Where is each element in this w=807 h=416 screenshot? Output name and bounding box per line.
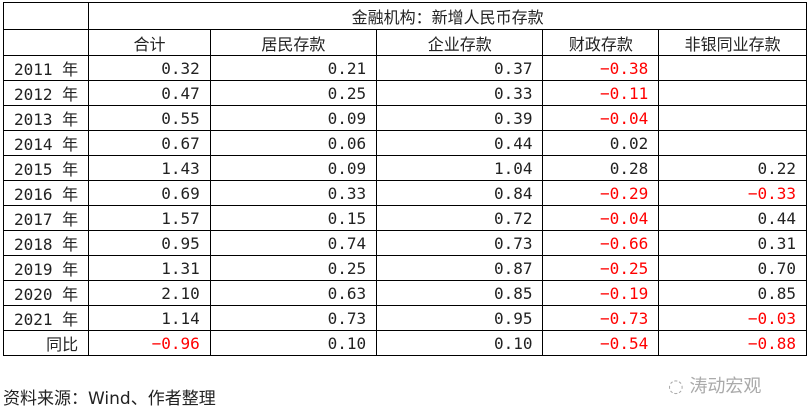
value-cell	[658, 130, 807, 156]
value-cell: 0.31	[658, 230, 807, 256]
value-cell: 0.09	[209, 155, 378, 181]
col-header-total: 合计	[88, 29, 211, 56]
source-note: 资料来源：Wind、作者整理	[3, 389, 216, 409]
title-row: 金融机构：新增人民币存款	[2, 2, 807, 30]
value-cell: 0.72	[376, 205, 544, 231]
value-cell: −0.38	[542, 55, 660, 81]
value-cell: 0.37	[376, 55, 544, 81]
row-label: 2012 年	[2, 80, 90, 106]
watermark-text: 涛动宏观	[689, 376, 762, 397]
value-cell: 0.28	[542, 155, 660, 181]
value-cell: 1.14	[88, 305, 211, 331]
row-label: 2020 年	[2, 280, 90, 306]
table-row: 2019 年 1.31 0.25 0.87 −0.25 0.70	[2, 255, 807, 281]
value-cell: 0.73	[209, 305, 378, 331]
value-cell: 0.74	[209, 230, 378, 256]
table-row: 2011 年 0.32 0.21 0.37 −0.38	[2, 55, 807, 81]
col-header-nonbank: 非银同业存款	[658, 29, 807, 56]
value-cell: 0.67	[88, 130, 211, 156]
value-cell: −0.73	[542, 305, 660, 331]
value-cell: 0.44	[376, 130, 544, 156]
table-row: 2014 年 0.67 0.06 0.44 0.02	[2, 130, 807, 156]
value-cell: 0.85	[376, 280, 544, 306]
table-title: 金融机构：新增人民币存款	[88, 2, 807, 30]
corner-cell	[2, 29, 90, 56]
value-cell: 0.47	[88, 80, 211, 106]
corner-cell	[2, 2, 90, 30]
value-cell: 0.21	[209, 55, 378, 81]
value-cell: −0.96	[88, 330, 211, 356]
header-row: 合计 居民存款 企业存款 财政存款 非银同业存款	[2, 29, 807, 56]
row-label: 2017 年	[2, 205, 90, 231]
table-row: 2020 年 2.10 0.63 0.85 −0.19 0.85	[2, 280, 807, 306]
value-cell: −0.19	[542, 280, 660, 306]
value-cell: −0.33	[658, 180, 807, 206]
value-cell: 0.95	[88, 230, 211, 256]
value-cell: 0.10	[209, 330, 378, 356]
value-cell: 0.02	[542, 130, 660, 156]
row-label: 2016 年	[2, 180, 90, 206]
value-cell: 0.69	[88, 180, 211, 206]
value-cell	[658, 55, 807, 81]
value-cell: 0.33	[209, 180, 378, 206]
col-header-household: 居民存款	[209, 29, 378, 56]
value-cell: 0.84	[376, 180, 544, 206]
value-cell: 0.15	[209, 205, 378, 231]
value-cell: −0.04	[542, 105, 660, 131]
value-cell: 0.25	[209, 255, 378, 281]
value-cell: 0.85	[658, 280, 807, 306]
value-cell: 0.10	[376, 330, 544, 356]
value-cell: 0.55	[88, 105, 211, 131]
value-cell: −0.29	[542, 180, 660, 206]
value-cell: −0.03	[658, 305, 807, 331]
value-cell: 0.33	[376, 80, 544, 106]
row-label: 2013 年	[2, 105, 90, 131]
value-cell: 1.57	[88, 205, 211, 231]
value-cell: −0.25	[542, 255, 660, 281]
watermark-logo: ◌ 涛动宏观	[668, 376, 762, 397]
row-label: 同比	[2, 330, 90, 356]
table-row: 2012 年 0.47 0.25 0.33 −0.11	[2, 80, 807, 106]
value-cell: 0.22	[658, 155, 807, 181]
table-row: 同比 −0.96 0.10 0.10 −0.54 −0.88	[2, 330, 807, 356]
value-cell: 0.39	[376, 105, 544, 131]
value-cell: −0.54	[542, 330, 660, 356]
value-cell: 0.73	[376, 230, 544, 256]
value-cell: 0.44	[658, 205, 807, 231]
table-row: 2015 年 1.43 0.09 1.04 0.28 0.22	[2, 155, 807, 181]
value-cell	[658, 105, 807, 131]
row-label: 2011 年	[2, 55, 90, 81]
row-label: 2019 年	[2, 255, 90, 281]
value-cell: −0.11	[542, 80, 660, 106]
value-cell: 0.70	[658, 255, 807, 281]
table-row: 2016 年 0.69 0.33 0.84 −0.29 −0.33	[2, 180, 807, 206]
value-cell: 0.95	[376, 305, 544, 331]
table-row: 2018 年 0.95 0.74 0.73 −0.66 0.31	[2, 230, 807, 256]
table-row: 2013 年 0.55 0.09 0.39 −0.04	[2, 105, 807, 131]
value-cell: 2.10	[88, 280, 211, 306]
value-cell: 0.06	[209, 130, 378, 156]
deposit-table: 金融机构：新增人民币存款 合计 居民存款 企业存款 财政存款 非银同业存款 20…	[2, 2, 807, 356]
table-row: 2021 年 1.14 0.73 0.95 −0.73 −0.03	[2, 305, 807, 331]
row-label: 2021 年	[2, 305, 90, 331]
row-label: 2018 年	[2, 230, 90, 256]
row-label: 2014 年	[2, 130, 90, 156]
col-header-enterprise: 企业存款	[376, 29, 544, 56]
value-cell: 1.43	[88, 155, 211, 181]
row-label: 2015 年	[2, 155, 90, 181]
value-cell: −0.04	[542, 205, 660, 231]
value-cell: 0.09	[209, 105, 378, 131]
value-cell: −0.88	[658, 330, 807, 356]
col-header-fiscal: 财政存款	[542, 29, 660, 56]
value-cell	[658, 80, 807, 106]
value-cell: −0.66	[542, 230, 660, 256]
table-row: 2017 年 1.57 0.15 0.72 −0.04 0.44	[2, 205, 807, 231]
value-cell: 1.04	[376, 155, 544, 181]
value-cell: 0.25	[209, 80, 378, 106]
value-cell: 0.63	[209, 280, 378, 306]
value-cell: 0.87	[376, 255, 544, 281]
value-cell: 1.31	[88, 255, 211, 281]
value-cell: 0.32	[88, 55, 211, 81]
